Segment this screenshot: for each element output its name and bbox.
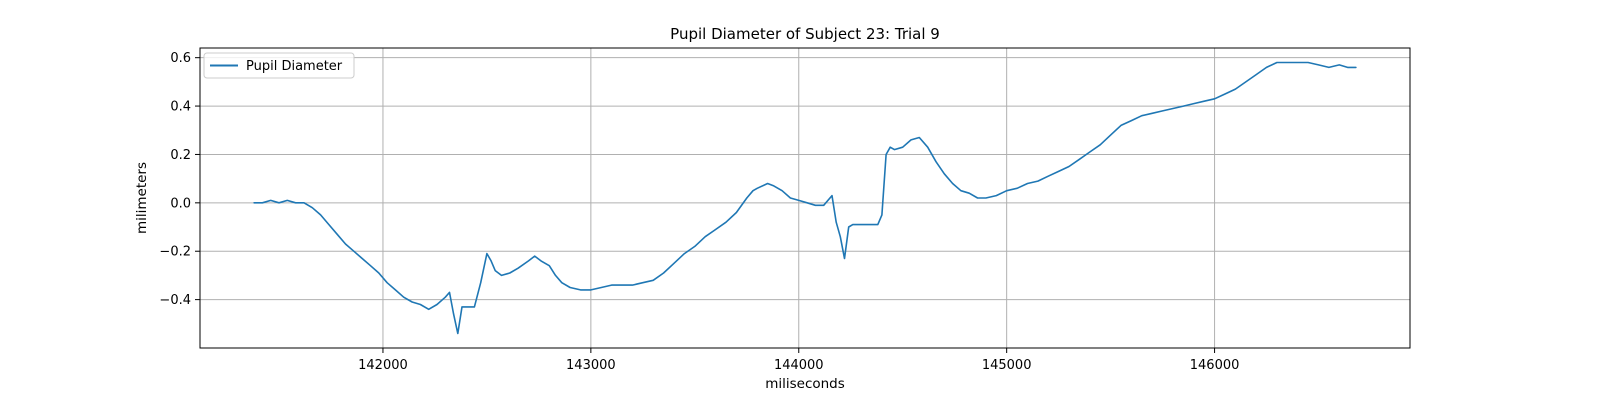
y-tick-label: 0.0 — [170, 196, 191, 211]
series-layer — [253, 61, 1357, 335]
y-tick-label: 0.4 — [170, 100, 191, 115]
x-axis-ticks: 142000 143000 144000 145000 146000 — [358, 348, 1239, 373]
y-axis-ticks: −0.4 −0.2 0.0 0.2 0.4 0.6 — [159, 51, 200, 308]
y-tick-label: 0.6 — [170, 51, 191, 66]
legend-box — [203, 52, 355, 79]
legend: Pupil Diameter — [203, 52, 355, 79]
x-tick-label: 144000 — [774, 358, 824, 373]
x-tick-label: 143000 — [566, 358, 616, 373]
y-tick-label: 0.2 — [170, 148, 191, 163]
y-tick-label: −0.2 — [159, 245, 191, 260]
plot-frame — [199, 47, 1411, 349]
x-tick-label: 145000 — [982, 358, 1032, 373]
series-line-pupil-diameter — [253, 61, 1357, 335]
grid-lines — [200, 48, 1410, 348]
x-tick-label: 146000 — [1190, 358, 1240, 373]
y-axis-label: milimeters — [134, 162, 150, 234]
x-tick-label: 142000 — [358, 358, 408, 373]
x-axis-label: miliseconds — [765, 376, 845, 392]
y-tick-label: −0.4 — [159, 293, 191, 308]
legend-label-pupil-diameter: Pupil Diameter — [246, 59, 343, 74]
chart-title: Pupil Diameter of Subject 23: Trial 9 — [670, 25, 940, 43]
